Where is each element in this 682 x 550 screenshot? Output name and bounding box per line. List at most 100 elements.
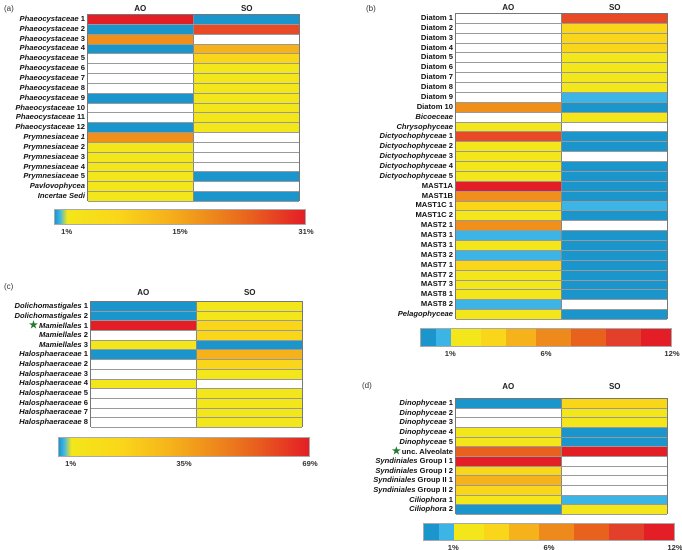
- heatmap-cell: [561, 447, 667, 456]
- heatmap-cell: [561, 300, 667, 310]
- row-label: MAST7 1: [420, 259, 453, 269]
- row-label: Dolichomastigales 2: [14, 310, 88, 320]
- heatmap-cell: [456, 270, 561, 280]
- row-label: Diatom 7: [421, 73, 453, 81]
- heatmap-cell: [561, 171, 667, 181]
- heatmap-row: [456, 33, 667, 44]
- row-label: Dictyochophyceae 4: [380, 162, 453, 170]
- row-label-italic: Dictyochophyceae: [379, 151, 447, 161]
- row-label-italic: Phaeocystaceae: [19, 63, 79, 73]
- row-label-italic: Phaeocystaceae: [19, 13, 79, 23]
- heatmap-row: [91, 418, 302, 428]
- heatmap-row: [456, 408, 667, 419]
- heatmap-row: [456, 112, 667, 123]
- heatmap-cell: [88, 93, 193, 103]
- row-label-italic: Halosphaeraceae: [19, 388, 82, 398]
- heatmap-row: [456, 231, 667, 242]
- row-label: Diatom 1: [421, 14, 453, 22]
- row-label-italic: Ciliophora: [409, 494, 447, 504]
- row-label-text: 2: [78, 141, 85, 151]
- heatmap-cell: [88, 133, 193, 142]
- heatmap-cell: [456, 418, 561, 427]
- row-label: MAST3 1: [421, 241, 453, 249]
- row-label-text: 7: [78, 72, 85, 82]
- heatmap-cell: [456, 457, 561, 466]
- heatmap-cell: [193, 74, 299, 83]
- row-label-text: MAST7 1: [420, 259, 453, 269]
- row-label-italic: Phaeocystaceae: [19, 92, 79, 102]
- row-label: Dictyochophyceae 2: [380, 142, 453, 150]
- heatmap-cell: [561, 92, 667, 102]
- row-label-italic: Dictyochophyceae: [379, 161, 447, 170]
- row-label-text: 2: [446, 407, 453, 417]
- row-label-text: MAST2 1: [420, 220, 453, 230]
- row-label: Diatom 10: [417, 102, 453, 111]
- row-label-text: 1: [81, 321, 88, 331]
- heatmap-row: [456, 191, 667, 202]
- heatmap-cell: [561, 437, 667, 447]
- heatmap-row: [456, 23, 667, 34]
- panel-label: (b): [366, 4, 376, 13]
- row-label-italic: Dictyochophyceae: [379, 141, 447, 151]
- colorbar: [423, 523, 675, 541]
- row-label: MAST7 2: [421, 270, 453, 279]
- row-label: Halosphaeraceae 6: [19, 398, 88, 407]
- row-label: MAST3 2: [421, 251, 453, 259]
- row-label-text: 5: [81, 388, 88, 398]
- heatmap-cell: [561, 14, 667, 23]
- heatmap-cell: [456, 83, 561, 92]
- heatmap-cell: [561, 231, 667, 241]
- heatmap-cell: [456, 221, 561, 231]
- colorbar-tick-label: 69%: [302, 459, 318, 468]
- row-label-text: 10: [74, 102, 85, 112]
- row-label-text: 4: [78, 161, 85, 171]
- row-label: Diatom 9: [421, 93, 453, 101]
- row-label-text: 3: [78, 33, 85, 43]
- heatmap-cell: [456, 122, 561, 132]
- row-label-text: 12: [74, 122, 85, 132]
- heatmap-cell: [561, 428, 667, 437]
- heatmap-row: [88, 162, 299, 173]
- heatmap-cell: [456, 14, 561, 23]
- row-label-text: 5: [446, 170, 453, 180]
- heatmap-cell: [193, 83, 299, 93]
- heatmap-row: [456, 171, 667, 182]
- row-label-text: 8: [81, 417, 88, 427]
- row-label: Diatom 2: [421, 23, 453, 32]
- heatmap-cell: [91, 311, 196, 321]
- row-label-italic: Phaeocystaceae: [19, 82, 79, 92]
- heatmap-cell: [561, 408, 667, 418]
- row-label-italic: Dolichomastigales: [14, 310, 82, 320]
- heatmap-cell: [561, 486, 667, 495]
- heatmap-cell: [456, 53, 561, 63]
- colorbar-tick-label: 35%: [176, 459, 192, 468]
- row-label-text: 2: [78, 23, 85, 33]
- colorbar: [58, 437, 310, 457]
- heatmap-cell: [91, 302, 196, 311]
- heatmap-row: [456, 181, 667, 192]
- row-label-italic: Prymnesiaceae: [23, 151, 79, 161]
- row-label: Syndiniales Group II 1: [373, 476, 453, 484]
- heatmap-row: [91, 379, 302, 390]
- row-label-text: Group II 2: [415, 484, 453, 494]
- heatmap-cell: [91, 408, 196, 418]
- heatmap-cell: [456, 23, 561, 33]
- heatmap-row: [456, 241, 667, 251]
- heatmap-row: [88, 83, 299, 94]
- row-label-italic: Incertae Sedi: [37, 191, 85, 201]
- heatmap-cell: [561, 63, 667, 73]
- heatmap-row: [456, 221, 667, 232]
- heatmap-row: [456, 280, 667, 291]
- row-label-text: Diatom 8: [420, 82, 453, 92]
- row-label-text: MAST1B: [421, 190, 453, 200]
- row-label: Prymnesiaceae 1: [23, 133, 85, 141]
- row-label: Dinophyceae 1: [399, 399, 453, 407]
- row-label: Phaeocystaceae 12: [15, 123, 85, 131]
- heatmap-cell: [196, 350, 302, 360]
- row-label-italic: Phaeocystaceae: [15, 122, 75, 132]
- row-label-text: MAST1C 1: [415, 200, 453, 210]
- heatmap-cell: [561, 221, 667, 231]
- heatmap-cell: [88, 113, 193, 123]
- row-label-text: Diatom 5: [420, 52, 453, 62]
- heatmap-cell: [91, 321, 196, 331]
